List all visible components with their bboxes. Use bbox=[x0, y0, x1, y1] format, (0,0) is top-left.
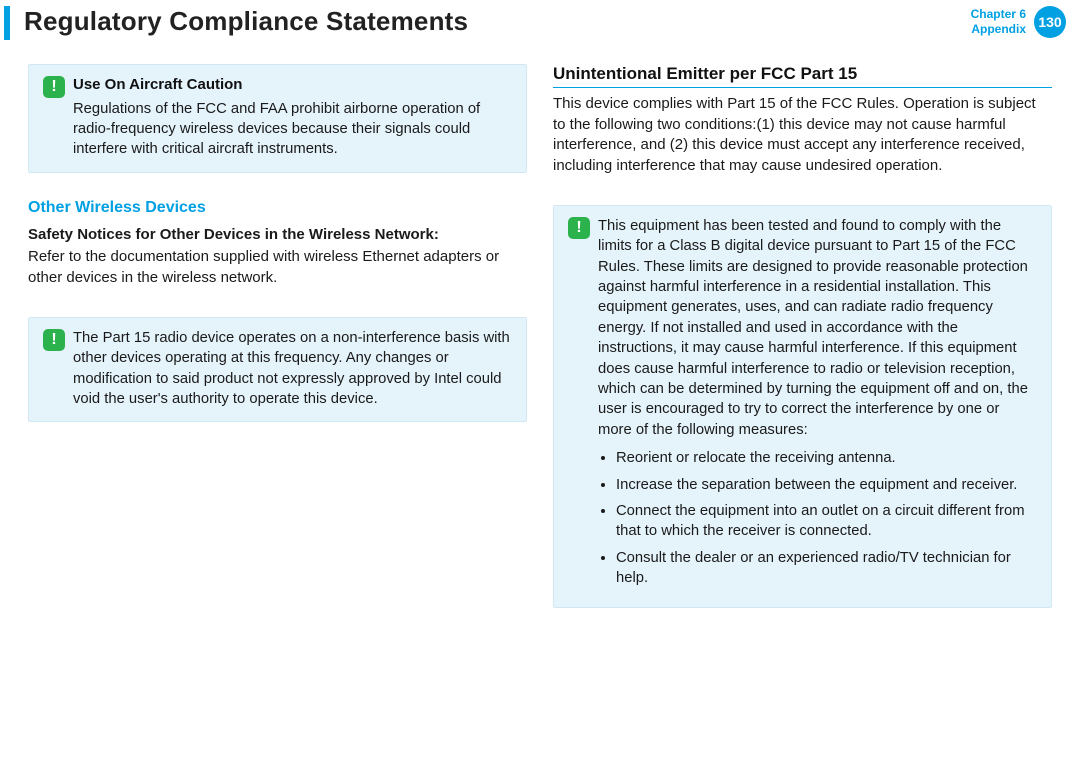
right-column: Unintentional Emitter per FCC Part 15 Th… bbox=[553, 64, 1052, 608]
section-heading: Other Wireless Devices bbox=[28, 199, 527, 217]
alert-icon: ! bbox=[43, 329, 65, 351]
section-heading: Unintentional Emitter per FCC Part 15 bbox=[553, 64, 1052, 88]
callout-body: Regulations of the FCC and FAA prohibit … bbox=[73, 99, 512, 160]
callout-fcc: ! This equipment has been tested and fou… bbox=[553, 205, 1052, 608]
list-item: Consult the dealer or an experienced rad… bbox=[616, 548, 1037, 589]
callout-bullets: Reorient or relocate the receiving anten… bbox=[598, 448, 1037, 588]
callout-title: Use On Aircraft Caution bbox=[73, 75, 512, 95]
page-header: Regulatory Compliance Statements Chapter… bbox=[0, 0, 1080, 44]
header-accent-bar bbox=[4, 6, 10, 40]
paragraph: This device complies with Part 15 of the… bbox=[553, 94, 1052, 177]
page-number-badge: 130 bbox=[1034, 6, 1066, 38]
left-column: ! Use On Aircraft Caution Regulations of… bbox=[28, 64, 527, 608]
page-title: Regulatory Compliance Statements bbox=[24, 6, 1060, 37]
paragraph: Refer to the documentation supplied with… bbox=[28, 247, 527, 288]
callout-aircraft: ! Use On Aircraft Caution Regulations of… bbox=[28, 64, 527, 173]
chapter-line1: Chapter 6 bbox=[971, 7, 1026, 22]
alert-icon: ! bbox=[568, 217, 590, 239]
list-item: Increase the separation between the equi… bbox=[616, 475, 1037, 495]
bold-lead: Safety Notices for Other Devices in the … bbox=[28, 225, 527, 246]
chapter-line2: Appendix bbox=[971, 22, 1026, 37]
callout-body: This equipment has been tested and found… bbox=[598, 216, 1037, 440]
header-meta: Chapter 6 Appendix 130 bbox=[971, 6, 1066, 38]
list-item: Connect the equipment into an outlet on … bbox=[616, 501, 1037, 542]
callout-part15: ! The Part 15 radio device operates on a… bbox=[28, 317, 527, 423]
list-item: Reorient or relocate the receiving anten… bbox=[616, 448, 1037, 468]
content-columns: ! Use On Aircraft Caution Regulations of… bbox=[0, 44, 1080, 608]
callout-body: The Part 15 radio device operates on a n… bbox=[73, 328, 512, 410]
alert-icon: ! bbox=[43, 76, 65, 98]
chapter-label: Chapter 6 Appendix bbox=[971, 7, 1026, 37]
